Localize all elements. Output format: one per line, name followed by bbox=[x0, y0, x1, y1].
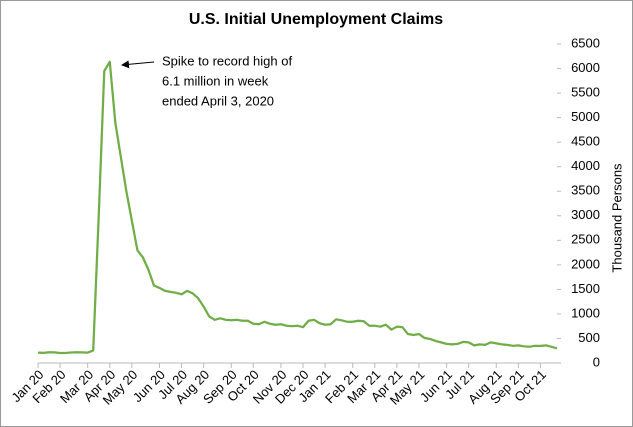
annotation: ended April 3, 2020 bbox=[162, 93, 274, 108]
y-tick-label: 5000 bbox=[571, 109, 600, 124]
y-tick-label: 2500 bbox=[571, 232, 600, 247]
y-tick-label: 5500 bbox=[571, 85, 600, 100]
y-tick-label: 1000 bbox=[571, 305, 600, 320]
y-tick-label: 4500 bbox=[571, 134, 600, 149]
y-tick-label: 1500 bbox=[571, 281, 600, 296]
annotation: 6.1 million in week bbox=[162, 73, 269, 88]
y-tick-label: 3000 bbox=[571, 207, 600, 222]
annotation: Spike to record high of bbox=[162, 53, 292, 68]
y-tick-label: 6000 bbox=[571, 60, 600, 75]
y-tick-label: 4000 bbox=[571, 158, 600, 173]
chart-title: U.S. Initial Unemployment Claims bbox=[189, 11, 443, 28]
y-tick-label: 0 bbox=[593, 354, 600, 369]
y-tick-label: 6500 bbox=[571, 35, 600, 50]
y-axis-title: Thousand Persons bbox=[609, 163, 624, 273]
y-tick-label: 2000 bbox=[571, 256, 600, 271]
data-line bbox=[37, 60, 558, 355]
y-tick-label: 500 bbox=[578, 330, 600, 345]
y-tick-label: 3500 bbox=[571, 183, 600, 198]
annotation-arrow bbox=[121, 60, 155, 69]
